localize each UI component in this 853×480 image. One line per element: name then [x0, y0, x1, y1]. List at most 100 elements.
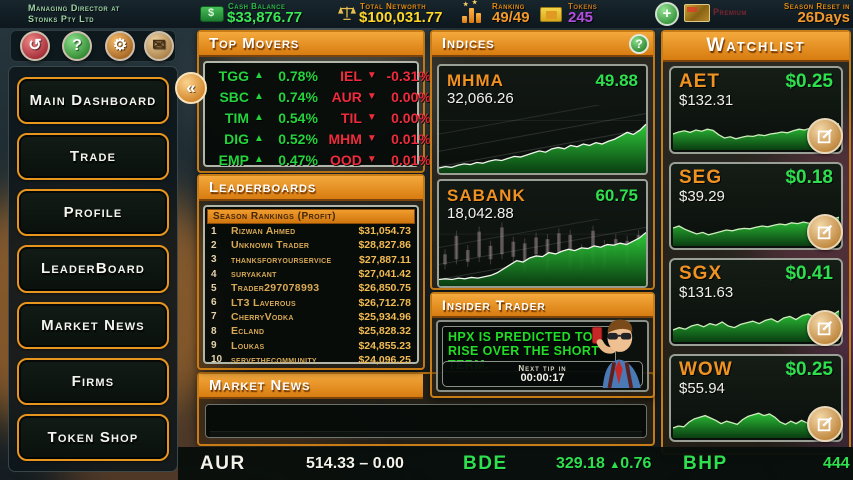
leaderboard-rank: 7 [211, 311, 217, 323]
insider-trader-panel: Insider Trader HPX is predicted to rise … [430, 292, 655, 398]
mover-down-mhm[interactable]: MHM ▼ 0.01% [322, 130, 431, 147]
top-movers-panel: Top Movers TGG ▲ 0.78% IEL ▼ -0.31% SBC ▲ 0.74% A… [197, 30, 431, 173]
next-tip-countdown: 00:00:17 [520, 372, 565, 384]
watchlist-edit-button[interactable] [807, 214, 843, 250]
leaderboard-player-name: Rizwan Ahmed [231, 225, 296, 238]
watchlist-symbol: SEG [679, 167, 723, 188]
watchlist-card-wow[interactable]: WOW $0.25 $55.94 [669, 354, 843, 442]
index-card-mhma[interactable]: MHMA 49.88 32,066.26 [437, 64, 648, 175]
leaderboard-row-4: 4 suryakant $27,041.42 [207, 267, 415, 281]
cash-balance-label: Cash Balance [228, 2, 286, 11]
leaderboard-row-6: 6 LT3 Laverous $26,712.78 [207, 295, 415, 309]
watchlist-edit-button[interactable] [807, 118, 843, 154]
settings-gear-button[interactable]: ⚙ [105, 31, 135, 61]
leaderboard-rank: 10 [211, 354, 223, 366]
leaderboard-rank: 5 [211, 282, 217, 294]
ranking-value: 49/49 [492, 9, 530, 26]
leaderboard-row-10: 10 servethecommunity $24,096.25 [207, 353, 415, 367]
stock-ticker-bar: AUR 514.33 – 0.00 BDE 329.18 ▲0.76 BHP 444 [178, 447, 853, 480]
tokens-label: Tokens [568, 2, 598, 11]
leaderboard-rank: 3 [211, 254, 217, 266]
index-value: 18,042.88 [447, 205, 514, 222]
leaderboard-rank: 6 [211, 297, 217, 309]
mover-symbol: DIG [224, 130, 249, 147]
mover-change: -0.31% [386, 67, 431, 84]
leaderboard-profit: $24,096.25 [358, 353, 411, 366]
premium-label: Premium [713, 7, 747, 17]
networth-label: Total Networth [360, 2, 427, 11]
sidebar-item-profile[interactable]: Profile [17, 189, 169, 237]
leaderboard-profit: $31,054.73 [358, 225, 411, 238]
mover-symbol: TIM [224, 109, 249, 126]
leaderboard-row-2: 2 Unknown Trader $28,827.86 [207, 238, 415, 252]
leaderboard-profit: $28,827.86 [358, 239, 411, 252]
leaderboard-rank: 9 [211, 340, 217, 352]
index-card-sabank[interactable]: SABANK 60.75 18,042.88 [437, 179, 648, 288]
undo-button[interactable]: ↺ [20, 31, 50, 61]
mover-down-ood[interactable]: OOD ▼ 0.01% [322, 152, 431, 168]
leaderboards-title: Leaderboards [199, 176, 423, 201]
mover-change: 0.01% [391, 151, 431, 168]
watchlist-symbol: AET [679, 71, 720, 92]
mover-change: 0.74% [278, 88, 318, 105]
dash-icon: – [359, 455, 369, 472]
triangle-up-icon: ▲ [254, 112, 264, 123]
watchlist-price: $131.63 [679, 284, 734, 301]
sidebar-collapse-button[interactable]: « [175, 72, 207, 104]
sidebar-item-market-news[interactable]: Market News [17, 301, 169, 349]
mover-up-tim[interactable]: TIM ▲ 0.54% [209, 110, 318, 126]
leaderboard-rank: 2 [211, 239, 217, 251]
sidebar-item-trade[interactable]: Trade [17, 133, 169, 181]
ranking-label: Ranking [492, 2, 525, 11]
watchlist-card-aet[interactable]: AET $0.25 $132.31 [669, 66, 843, 154]
sidebar-item-leaderboard[interactable]: LeaderBoard [17, 245, 169, 293]
sidebar-item-token-shop[interactable]: Token Shop [17, 413, 169, 461]
leaderboard-profit: $24,855.23 [358, 339, 411, 352]
leaderboard-profit: $27,041.42 [358, 268, 411, 281]
mover-symbol: TGG [218, 67, 249, 84]
mover-change: 0.00% [391, 88, 431, 105]
insider-character-illustration [591, 319, 641, 388]
sidebar-item-main-dashboard[interactable]: Main Dashboard [17, 77, 169, 125]
mover-up-tgg[interactable]: TGG ▲ 0.78% [209, 68, 318, 84]
help-button[interactable]: ? [62, 31, 92, 61]
mail-button[interactable]: ✉ [144, 31, 174, 61]
leaderboard-player-name: LT3 Laverous [231, 296, 296, 309]
watchlist-card-seg[interactable]: SEG $0.18 $39.29 [669, 162, 843, 250]
leaderboard-player-name: servethecommunity [231, 353, 317, 366]
market-news-feed[interactable] [205, 404, 647, 438]
market-news-panel: Market News [197, 372, 655, 446]
buy-tokens-plus-button[interactable]: + [655, 2, 679, 26]
leaderboard-row-8: 8 Ecland $25,828.32 [207, 324, 415, 338]
leaderboard-row-1: 1 Rizwan Ahmed $31,054.73 [207, 224, 415, 238]
mover-change: 0.01% [391, 130, 431, 147]
premium-card-icon[interactable] [684, 4, 710, 22]
watchlist-change: $0.25 [785, 71, 833, 92]
insider-trader-title: Insider Trader [432, 294, 653, 318]
indices-help-button[interactable]: ? [629, 34, 649, 54]
mover-up-sbc[interactable]: SBC ▲ 0.74% [209, 88, 318, 105]
mover-up-emp[interactable]: EMP ▲ 0.47% [209, 152, 318, 168]
watchlist-change: $0.18 [785, 167, 833, 188]
leaderboard-profit: $26,712.78 [358, 296, 411, 309]
tokens-value: 245 [568, 9, 594, 26]
mover-down-aur[interactable]: AUR ▼ 0.00% [322, 89, 431, 105]
sidebar-item-firms[interactable]: Firms [17, 357, 169, 405]
mover-down-iel[interactable]: IEL ▼ -0.31% [322, 68, 431, 84]
watchlist-edit-button[interactable] [807, 310, 843, 346]
index-symbol: MHMA [447, 71, 504, 90]
mover-down-til[interactable]: TIL ▼ 0.00% [322, 110, 431, 126]
top-status-bar: Managing Director at Stonks Pty Ltd Cash… [0, 0, 853, 28]
ticker-symbol-bde: BDE [463, 453, 508, 474]
triangle-down-icon: ▼ [366, 70, 377, 81]
watchlist-card-sgx[interactable]: SGX $0.41 $131.63 [669, 258, 843, 346]
leaderboard-row-3: 3 thanksforyourservice $27,887.11 [207, 253, 415, 267]
watchlist-edit-button[interactable] [807, 406, 843, 442]
mover-change: 0.78% [278, 67, 318, 84]
mover-symbol: TIL [340, 109, 362, 126]
season-reset-label: Season Reset in [783, 2, 850, 11]
next-tip-label: Next tip in [518, 364, 567, 373]
mover-up-dig[interactable]: DIG ▲ 0.52% [209, 131, 318, 147]
leaderboard-profit: $25,828.32 [358, 325, 411, 338]
edit-pencil-icon [817, 320, 833, 336]
